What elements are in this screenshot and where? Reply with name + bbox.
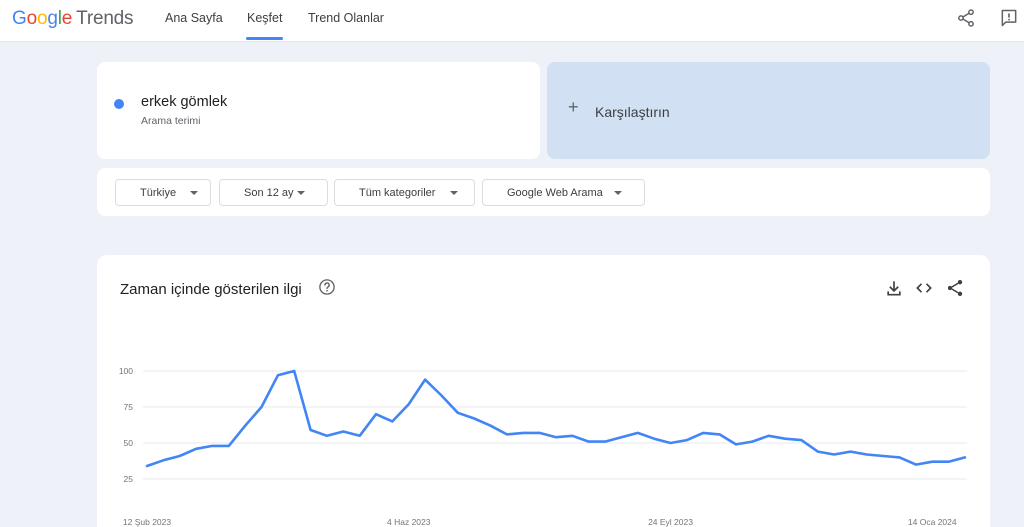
data-point xyxy=(194,446,199,451)
data-point xyxy=(275,373,280,378)
chevron-down-icon xyxy=(190,191,198,195)
data-point xyxy=(635,430,640,435)
data-point xyxy=(733,442,738,447)
download-icon[interactable] xyxy=(884,278,904,298)
y-tick-label: 25 xyxy=(124,474,134,484)
data-point xyxy=(521,430,526,435)
plus-icon: + xyxy=(568,97,579,117)
chevron-down-icon xyxy=(450,191,458,195)
category-dropdown[interactable]: Tüm kategoriler xyxy=(334,179,475,206)
y-tick-label: 100 xyxy=(119,366,133,376)
help-icon[interactable] xyxy=(318,278,336,296)
share-icon[interactable] xyxy=(945,278,965,298)
x-tick-label: 14 Oca 2024 xyxy=(908,517,957,527)
data-point xyxy=(488,423,493,428)
x-tick-label: 4 Haz 2023 xyxy=(387,517,431,527)
data-point xyxy=(717,432,722,437)
data-point xyxy=(586,439,591,444)
data-point xyxy=(423,377,428,382)
data-point xyxy=(864,452,869,457)
data-point xyxy=(652,436,657,441)
data-point xyxy=(161,458,166,463)
logo-trends-word: Trends xyxy=(76,8,134,29)
data-point xyxy=(374,412,379,417)
logo-google-word: Google xyxy=(12,8,73,29)
share-icon[interactable] xyxy=(956,8,976,28)
data-point xyxy=(848,449,853,454)
y-tick-label: 50 xyxy=(124,438,134,448)
filter-bar: Türkiye Son 12 ay Tüm kategoriler Google… xyxy=(97,168,990,216)
chevron-down-icon xyxy=(614,191,622,195)
search-type-dropdown-label: Google Web Arama xyxy=(507,187,603,199)
data-point xyxy=(881,453,886,458)
feedback-icon[interactable] xyxy=(999,8,1019,28)
data-point xyxy=(619,435,624,440)
category-dropdown-label: Tüm kategoriler xyxy=(359,187,436,199)
data-point xyxy=(243,423,248,428)
data-point xyxy=(750,439,755,444)
search-term-text[interactable]: erkek gömlek xyxy=(141,94,228,110)
data-point xyxy=(324,433,329,438)
data-point xyxy=(226,443,231,448)
x-tick-label: 12 Şub 2023 xyxy=(123,517,171,527)
compare-button[interactable]: + Karşılaştırın xyxy=(547,62,990,159)
data-point xyxy=(913,462,918,467)
chart-title: Zaman içinde gösterilen ilgi xyxy=(120,281,302,298)
data-point xyxy=(766,433,771,438)
data-point xyxy=(554,435,559,440)
chevron-down-icon xyxy=(297,191,305,195)
data-point xyxy=(537,430,542,435)
x-tick-label: 24 Eyl 2023 xyxy=(648,517,693,527)
data-point xyxy=(455,410,460,415)
tab-trending[interactable]: Trend Olanlar xyxy=(308,11,384,25)
data-point xyxy=(357,433,362,438)
data-point xyxy=(946,459,951,464)
time-range-dropdown[interactable]: Son 12 ay xyxy=(219,179,328,206)
time-range-dropdown-label: Son 12 ay xyxy=(244,187,294,199)
tab-explore[interactable]: Keşfet xyxy=(245,11,284,40)
search-term-type: Arama terimi xyxy=(141,115,201,127)
series-line xyxy=(145,369,967,468)
data-point xyxy=(701,430,706,435)
data-point xyxy=(815,449,820,454)
data-point xyxy=(963,455,968,460)
data-point xyxy=(177,453,182,458)
data-point xyxy=(570,433,575,438)
search-term-card[interactable]: erkek gömlek Arama terimi xyxy=(97,62,540,159)
embed-icon[interactable] xyxy=(914,278,934,298)
data-point xyxy=(390,419,395,424)
data-point xyxy=(341,429,346,434)
top-header: Google Trends Ana Sayfa Keşfet Trend Olan… xyxy=(0,0,1024,42)
data-point xyxy=(799,438,804,443)
region-dropdown-label: Türkiye xyxy=(140,187,177,199)
data-point xyxy=(832,452,837,457)
data-point xyxy=(897,455,902,460)
data-point xyxy=(930,459,935,464)
data-point xyxy=(472,416,477,421)
y-tick-label: 75 xyxy=(124,402,134,412)
google-trends-logo[interactable]: Google Trends xyxy=(12,8,134,30)
data-point xyxy=(308,428,313,433)
data-point xyxy=(504,432,509,437)
data-point xyxy=(783,436,788,441)
search-type-dropdown[interactable]: Google Web Arama xyxy=(482,179,645,206)
region-dropdown[interactable]: Türkiye xyxy=(115,179,211,206)
data-point xyxy=(145,464,150,469)
tab-home[interactable]: Ana Sayfa xyxy=(165,11,223,25)
compare-label: Karşılaştırın xyxy=(595,104,670,120)
interest-over-time-card: Zaman içinde gösterilen ilgi 25 50 75 100 12… xyxy=(97,255,990,527)
term-color-dot xyxy=(114,99,124,109)
data-point xyxy=(603,439,608,444)
data-point xyxy=(210,443,215,448)
data-point xyxy=(292,369,297,374)
data-point xyxy=(439,393,444,398)
interest-line-chart[interactable]: 25 50 75 100 12 Şub 2023 4 Haz 2023 24 Eyl 202… xyxy=(97,255,990,527)
data-point xyxy=(684,438,689,443)
data-point xyxy=(668,441,673,446)
data-point xyxy=(259,405,264,410)
data-point xyxy=(406,402,411,407)
